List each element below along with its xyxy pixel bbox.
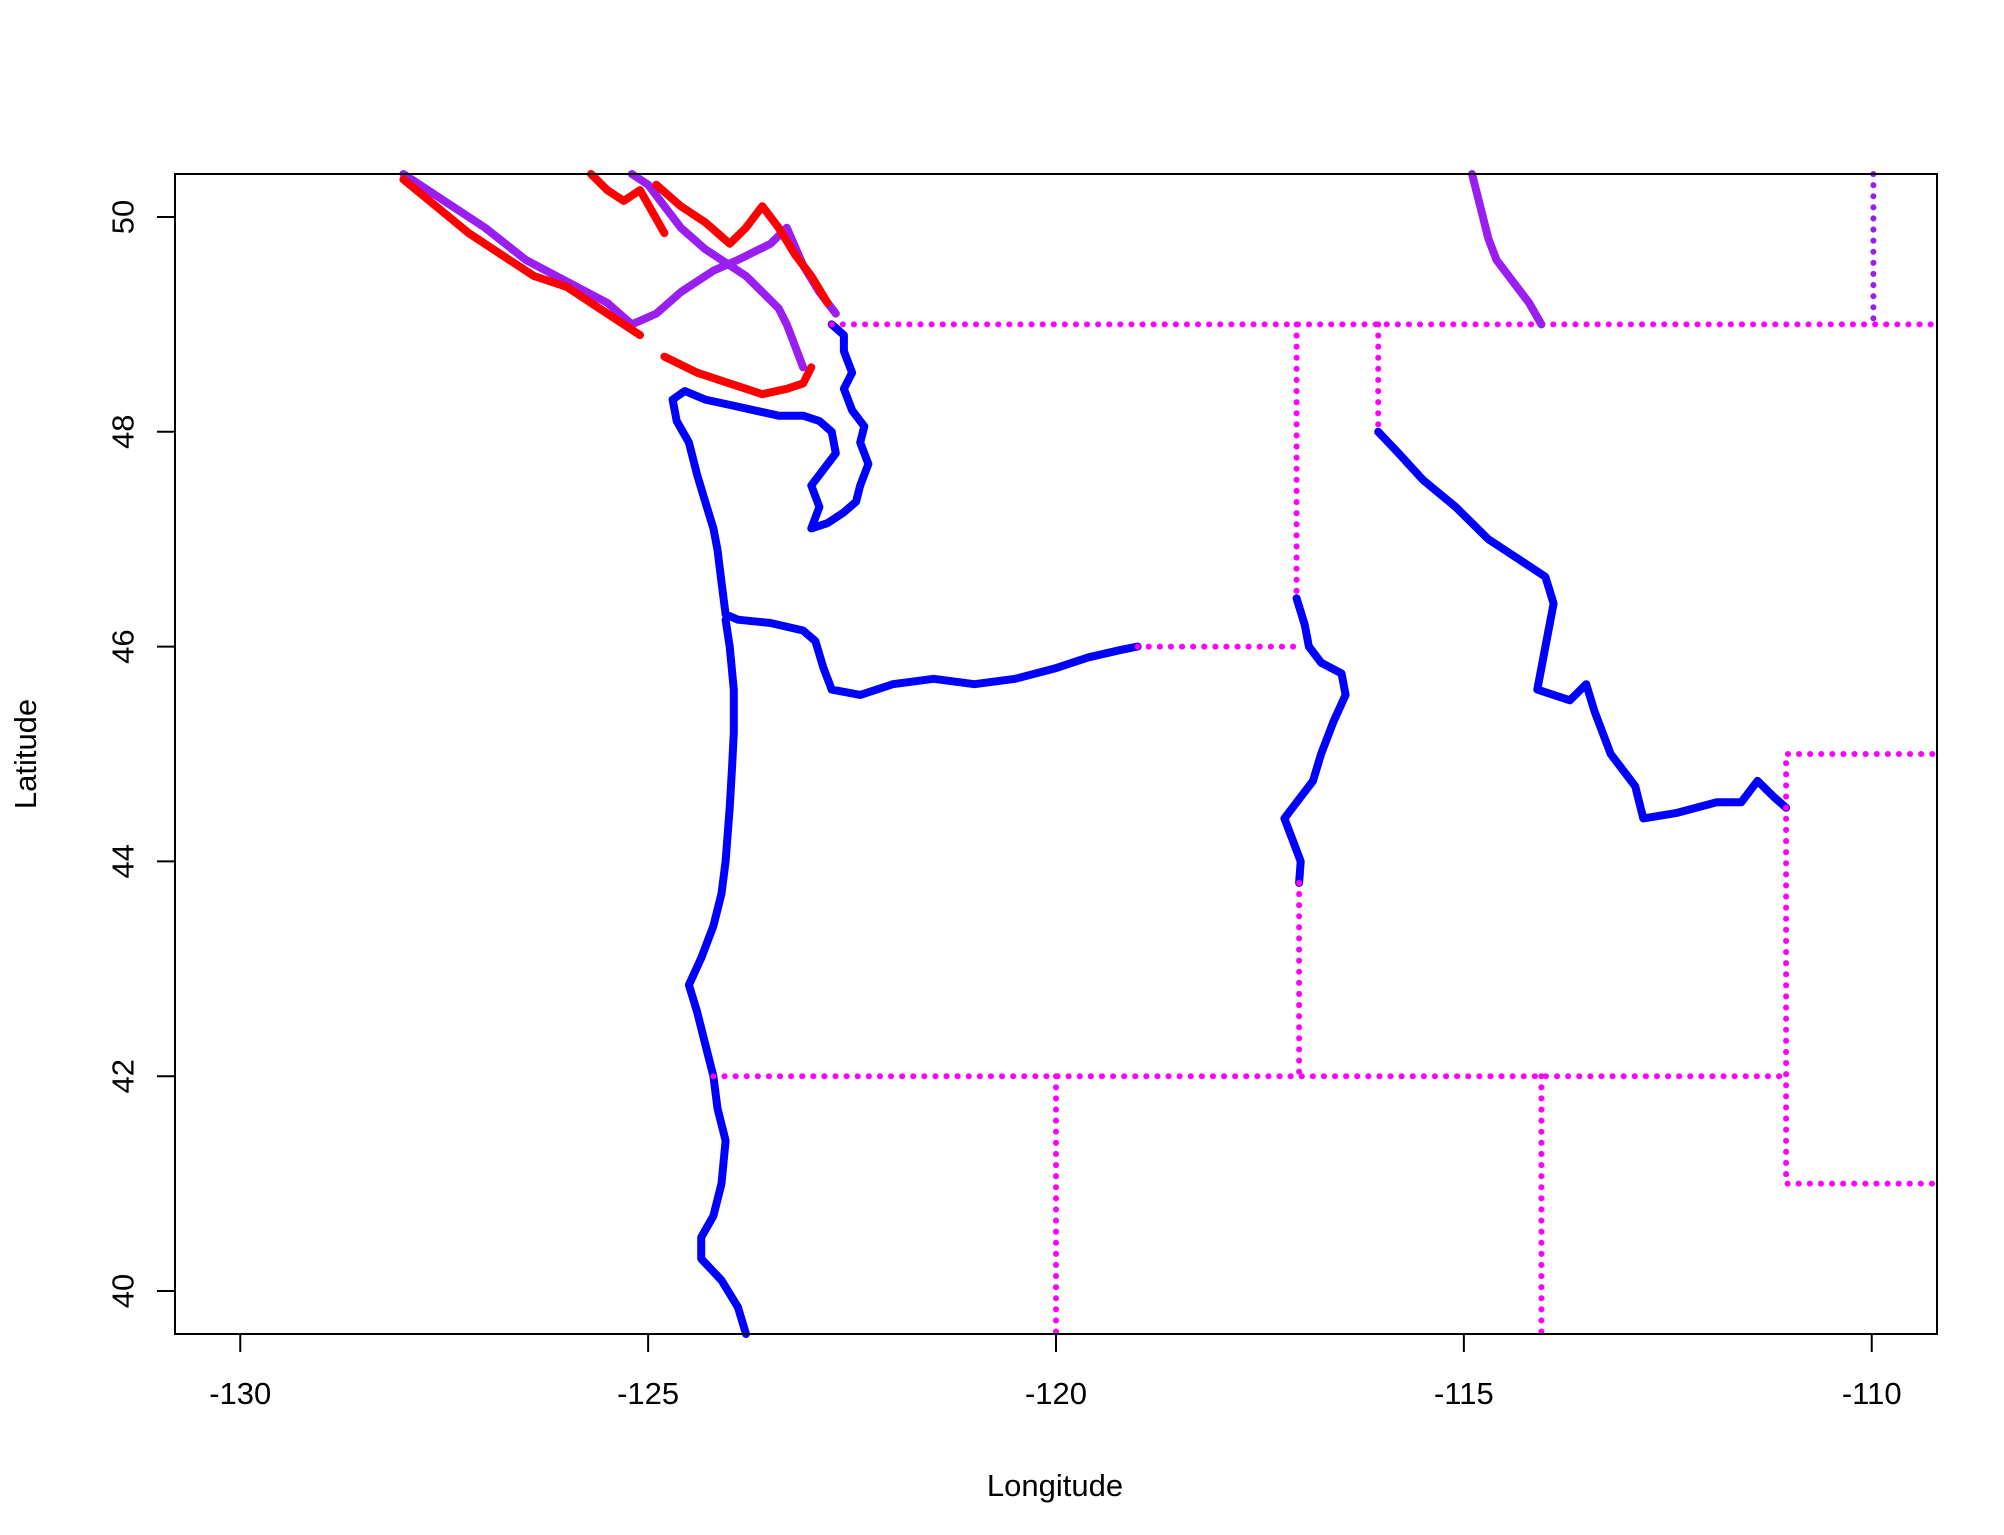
boundary-series-20	[1468, 170, 1546, 329]
boundary-series-5	[587, 170, 669, 238]
x-tick-label: -130	[209, 1376, 271, 1411]
y-axis-title: Latitude	[8, 699, 43, 809]
boundary-series-19	[1783, 751, 1940, 811]
boundary-series-3	[660, 352, 816, 399]
y-tick-label: 46	[106, 629, 141, 663]
x-tick-label: -125	[617, 1376, 679, 1411]
y-tick-label: 48	[106, 415, 141, 449]
data-marks	[399, 170, 1940, 1338]
boundary-series-2	[399, 175, 644, 340]
boundary-series-8	[1280, 594, 1350, 887]
y-tick-label: 42	[106, 1059, 141, 1093]
x-tick-label: -110	[1842, 1376, 1902, 1411]
y-tick-label: 44	[106, 844, 141, 878]
x-axis-title: Longitude	[987, 1468, 1123, 1503]
x-axis: -130 -125 -120 -115 -110	[209, 1333, 1902, 1411]
boundary-series-1	[627, 170, 808, 372]
boundary-series-0	[399, 170, 840, 329]
x-tick-label: -115	[1434, 1376, 1494, 1411]
y-tick-label: 40	[106, 1274, 141, 1308]
boundary-series-7	[684, 615, 750, 1338]
x-tick-label: -120	[1025, 1376, 1087, 1411]
boundary-series-18	[1783, 804, 1940, 1187]
boundary-series-9	[1374, 427, 1791, 823]
y-tick-label: 50	[106, 200, 141, 234]
y-axis: 40 42 44 46 48 50	[106, 200, 175, 1308]
boundary-series-6	[668, 320, 1142, 699]
boundary-series-4	[652, 180, 832, 307]
